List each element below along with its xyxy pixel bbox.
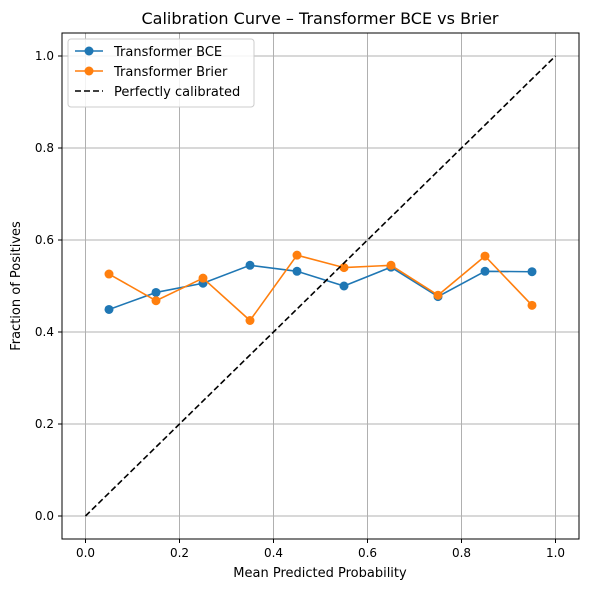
series-layer [84,55,557,517]
x-tick-label: 0.2 [170,546,189,560]
data-point-transformer-bce [480,266,490,276]
grid-lines [62,33,579,539]
y-tick-label: 1.0 [35,49,54,63]
data-point-transformer-bce [527,267,537,277]
series-line-transformer-bce [108,264,533,311]
data-point-transformer-brier [527,300,537,310]
legend-label-transformer-bce: Transformer BCE [113,45,222,60]
data-point-transformer-brier [386,260,396,270]
data-point-transformer-brier [433,290,443,300]
legend-box [67,38,255,108]
legend-marker-transformer-bce [84,46,94,56]
data-point-transformer-brier [198,273,208,283]
data-point-transformer-bce [339,281,349,291]
data-point-transformer-brier [480,251,490,261]
x-tick-label: 0.4 [264,546,283,560]
y-tick-label: 0.4 [35,325,54,339]
data-point-transformer-brier [104,269,114,279]
axis-ticks: 0.0 0.2 0.4 0.6 0.8 1.0 0.0 0.2 0.4 0.6 0.8 1.0 [35,49,565,560]
data-point-transformer-bce [245,260,255,270]
legend-marker-transformer-brier [84,66,94,76]
x-tick-label: 0.6 [358,546,377,560]
chart-title: Calibration Curve – Transformer BCE vs B… [142,9,499,28]
data-point-transformer-bce [104,304,114,314]
y-tick-label: 0.8 [35,141,54,155]
x-tick-label: 0.0 [76,546,95,560]
data-point-transformer-brier [245,316,255,325]
data-point-transformer-brier [292,250,302,260]
plot-frame [61,32,580,540]
series-line-transformer-brier [108,254,533,322]
legend: Transformer BCE Transformer Brier Perfectl… [67,38,255,108]
series-line-perfectly-calibrated [84,55,557,517]
data-point-transformer-bce [151,287,161,297]
series-perfectly-calibrated [84,55,557,517]
x-tick-label: 0.8 [452,546,471,560]
series-transformer-brier [104,250,537,325]
legend-label-transformer-brier: Transformer Brier [113,65,228,80]
y-tick-label: 0.2 [35,417,54,431]
x-tick-label: 1.0 [546,546,565,560]
legend-label-perfectly-calibrated: Perfectly calibrated [114,85,240,100]
data-point-transformer-bce [292,266,302,276]
y-tick-label: 0.0 [35,509,54,523]
data-point-transformer-brier [339,263,349,273]
y-tick-label: 0.6 [35,233,54,247]
data-point-transformer-brier [151,296,161,306]
x-axis-label: Mean Predicted Probability [233,566,407,581]
y-axis-label: Fraction of Positives [9,221,24,351]
